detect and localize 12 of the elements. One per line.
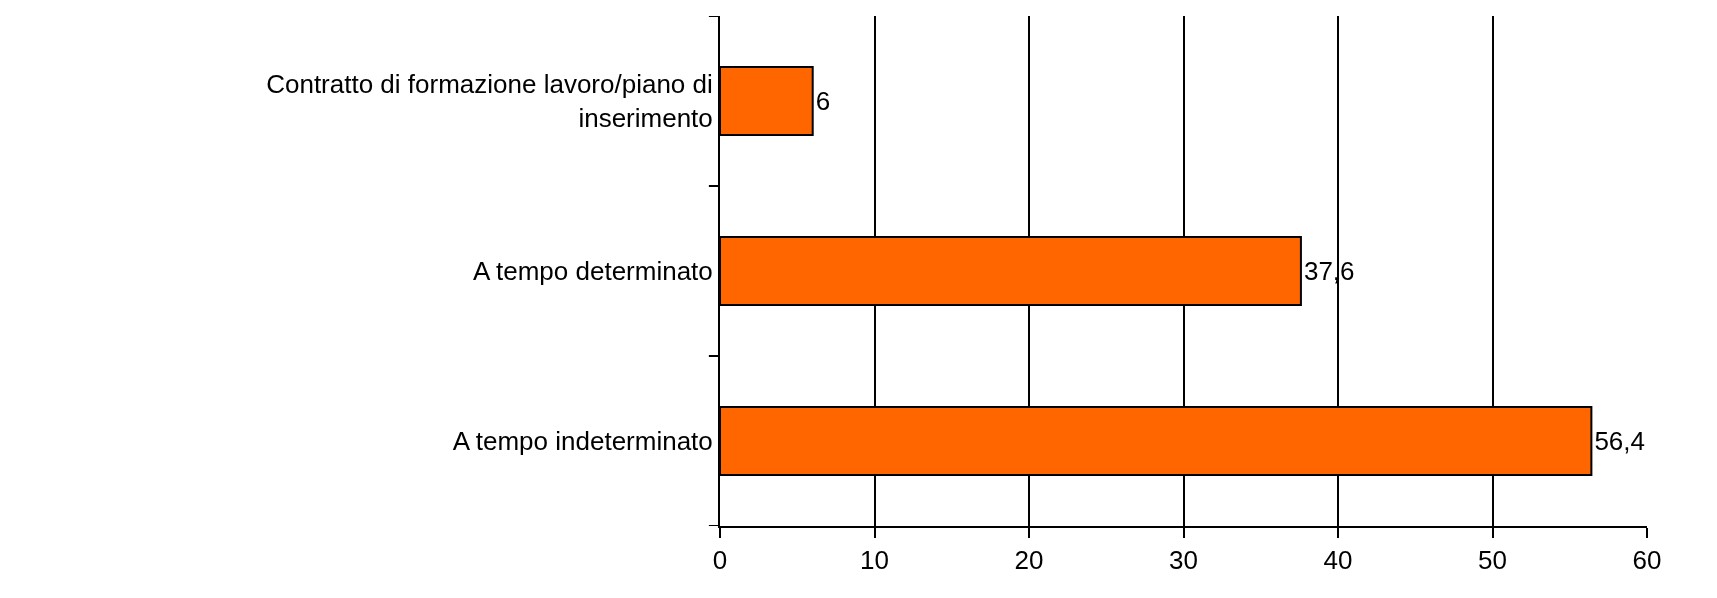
x-tick-label: 60	[1632, 545, 1662, 576]
x-tick-label: 40	[1323, 545, 1353, 576]
x-tick-label: 30	[1169, 545, 1198, 576]
data-label: 56,4	[1594, 426, 1645, 456]
x-tick-label: 50	[1478, 545, 1507, 576]
data-label: 6	[815, 86, 831, 116]
x-tick-label: 0	[712, 545, 728, 576]
x-tick-label: 20	[1014, 545, 1044, 576]
y-tick-label: Contratto di formazione lavoro/piano di inserimento	[266, 69, 713, 133]
y-tick-label: A tempo determinato	[472, 256, 713, 287]
y-tick-label: A tempo indeterminato	[452, 426, 713, 457]
x-tick-label: 10	[860, 545, 889, 576]
